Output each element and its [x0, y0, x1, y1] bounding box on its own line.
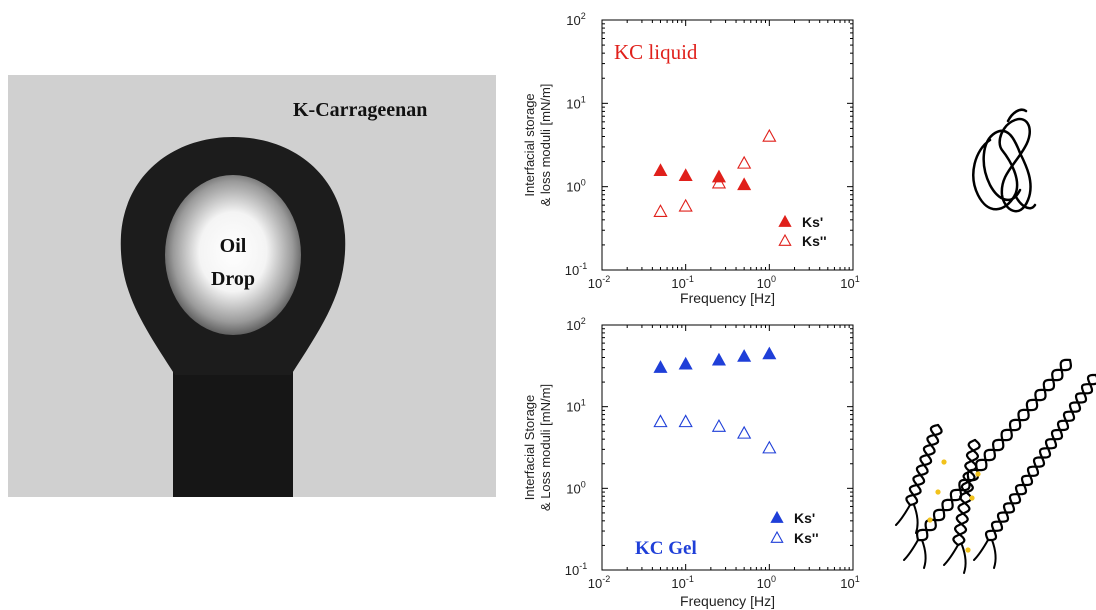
y-tick-label: 10-1 — [565, 261, 587, 278]
x-tick-labels: 10-2 10-1 100 101 — [588, 574, 860, 591]
x-tick-label: 10-2 — [588, 574, 610, 591]
legend-marker — [770, 510, 784, 523]
marker-ks-loss — [653, 414, 668, 428]
y-tick-label: 100 — [566, 178, 585, 195]
x-tick-label: 10-1 — [671, 274, 693, 291]
helix-tail — [903, 539, 927, 569]
legend-marker — [778, 233, 792, 246]
legend-label: Ks'' — [794, 530, 819, 546]
helix-strand — [952, 438, 981, 547]
coil-strand-tail — [1006, 108, 1037, 210]
y-tick-labels: 10-1 100 101 102 — [565, 11, 587, 278]
chart-kc-gel: 10-2 10-1 100 101 10-1 100 101 102 Ks' Ks'' KC … — [520, 316, 880, 610]
marker-ks-loss — [678, 198, 693, 212]
ion-dot — [969, 495, 975, 501]
y-tick-label: 101 — [566, 398, 585, 415]
marker-ks-loss — [762, 440, 777, 454]
helix-strand — [915, 358, 1073, 542]
y-tick-labels: 10-1 100 101 102 — [565, 316, 587, 578]
chart-kc-liquid: 10-2 10-1 100 101 10-1 100 101 102 Ks' Ks'' KC … — [520, 0, 880, 315]
x-tick-label: 10-2 — [588, 274, 610, 291]
random-coil-sketch — [960, 95, 1050, 245]
marker-ks-loss — [653, 204, 668, 217]
marker-ks-storage — [737, 349, 752, 362]
legend-label: Ks' — [802, 214, 823, 230]
helix-strands — [895, 358, 1096, 574]
marker-ks-loss — [762, 128, 777, 142]
marker-ks-loss — [737, 155, 752, 169]
needle — [173, 372, 293, 497]
x-tick-label: 101 — [840, 574, 859, 591]
marker-ks-storage — [762, 346, 777, 360]
ion-dot — [941, 459, 947, 465]
legend-label: Ks' — [794, 510, 815, 526]
legend: Ks' Ks'' — [778, 214, 827, 249]
legend-marker — [770, 530, 784, 543]
y-tick-label: 102 — [566, 316, 585, 333]
data-markers — [653, 346, 777, 454]
chart-title: KC Gel — [635, 538, 697, 559]
marker-ks-loss — [711, 418, 727, 432]
helix-strand — [984, 373, 1096, 542]
chart-title: KC liquid — [614, 40, 698, 64]
drop-label-line2: Drop — [211, 268, 255, 290]
marker-ks-storage — [678, 168, 693, 181]
ion-dot — [965, 547, 971, 553]
marker-ks-storage — [711, 352, 726, 366]
ion-dot — [975, 471, 981, 477]
legend-marker — [778, 214, 792, 227]
drop-core — [165, 175, 301, 335]
x-tick-label: 10-1 — [671, 574, 693, 591]
axis-ticks — [601, 324, 854, 571]
marker-ks-storage — [653, 163, 668, 176]
axis-ticks — [601, 19, 854, 271]
marker-ks-storage — [678, 356, 693, 370]
y-tick-label: 102 — [566, 11, 585, 28]
helix-strand — [905, 423, 943, 507]
x-tick-label: 100 — [757, 274, 776, 291]
double-helix-sketch — [880, 340, 1096, 580]
marker-ks-storage — [653, 360, 668, 373]
data-markers — [653, 128, 777, 217]
y-tick-label: 10-1 — [565, 561, 587, 578]
helix-tail — [895, 504, 919, 534]
helix-tail — [973, 539, 997, 569]
helix-tail — [943, 544, 967, 574]
y-axis-label-line2: & Loss moduli [mN/m] — [538, 384, 553, 511]
legend: Ks' Ks'' — [770, 510, 819, 546]
y-tick-label: 100 — [566, 479, 585, 496]
x-axis-label: Frequency [Hz] — [680, 290, 775, 306]
ion-dot — [935, 489, 941, 495]
x-tick-labels: 10-2 10-1 100 101 — [588, 274, 860, 291]
y-axis-label-line1: Interfacial Storage — [522, 395, 537, 501]
coil-strand — [972, 117, 1032, 213]
y-axis-label-line1: Interfacial storage — [522, 93, 537, 196]
x-axis-label: Frequency [Hz] — [680, 593, 775, 609]
legend-label: Ks'' — [802, 233, 827, 249]
drop-label-line1: Oil — [220, 235, 247, 257]
marker-ks-loss — [737, 425, 752, 439]
oil-drop-photo: K-Carrageenan Oil Drop — [8, 75, 496, 497]
marker-ks-loss — [711, 175, 727, 189]
y-tick-label: 101 — [566, 94, 585, 111]
x-tick-label: 101 — [840, 274, 859, 291]
plot-frame — [601, 19, 854, 271]
plot-frame — [601, 324, 854, 571]
marker-ks-loss — [678, 414, 693, 428]
ion-dot — [927, 517, 933, 523]
photo-label: K-Carrageenan — [293, 99, 427, 121]
x-tick-label: 100 — [757, 574, 776, 591]
marker-ks-storage — [737, 177, 752, 191]
ion-dots — [927, 459, 981, 553]
y-axis-label-line2: & loss moduli [mN/m] — [538, 84, 553, 207]
